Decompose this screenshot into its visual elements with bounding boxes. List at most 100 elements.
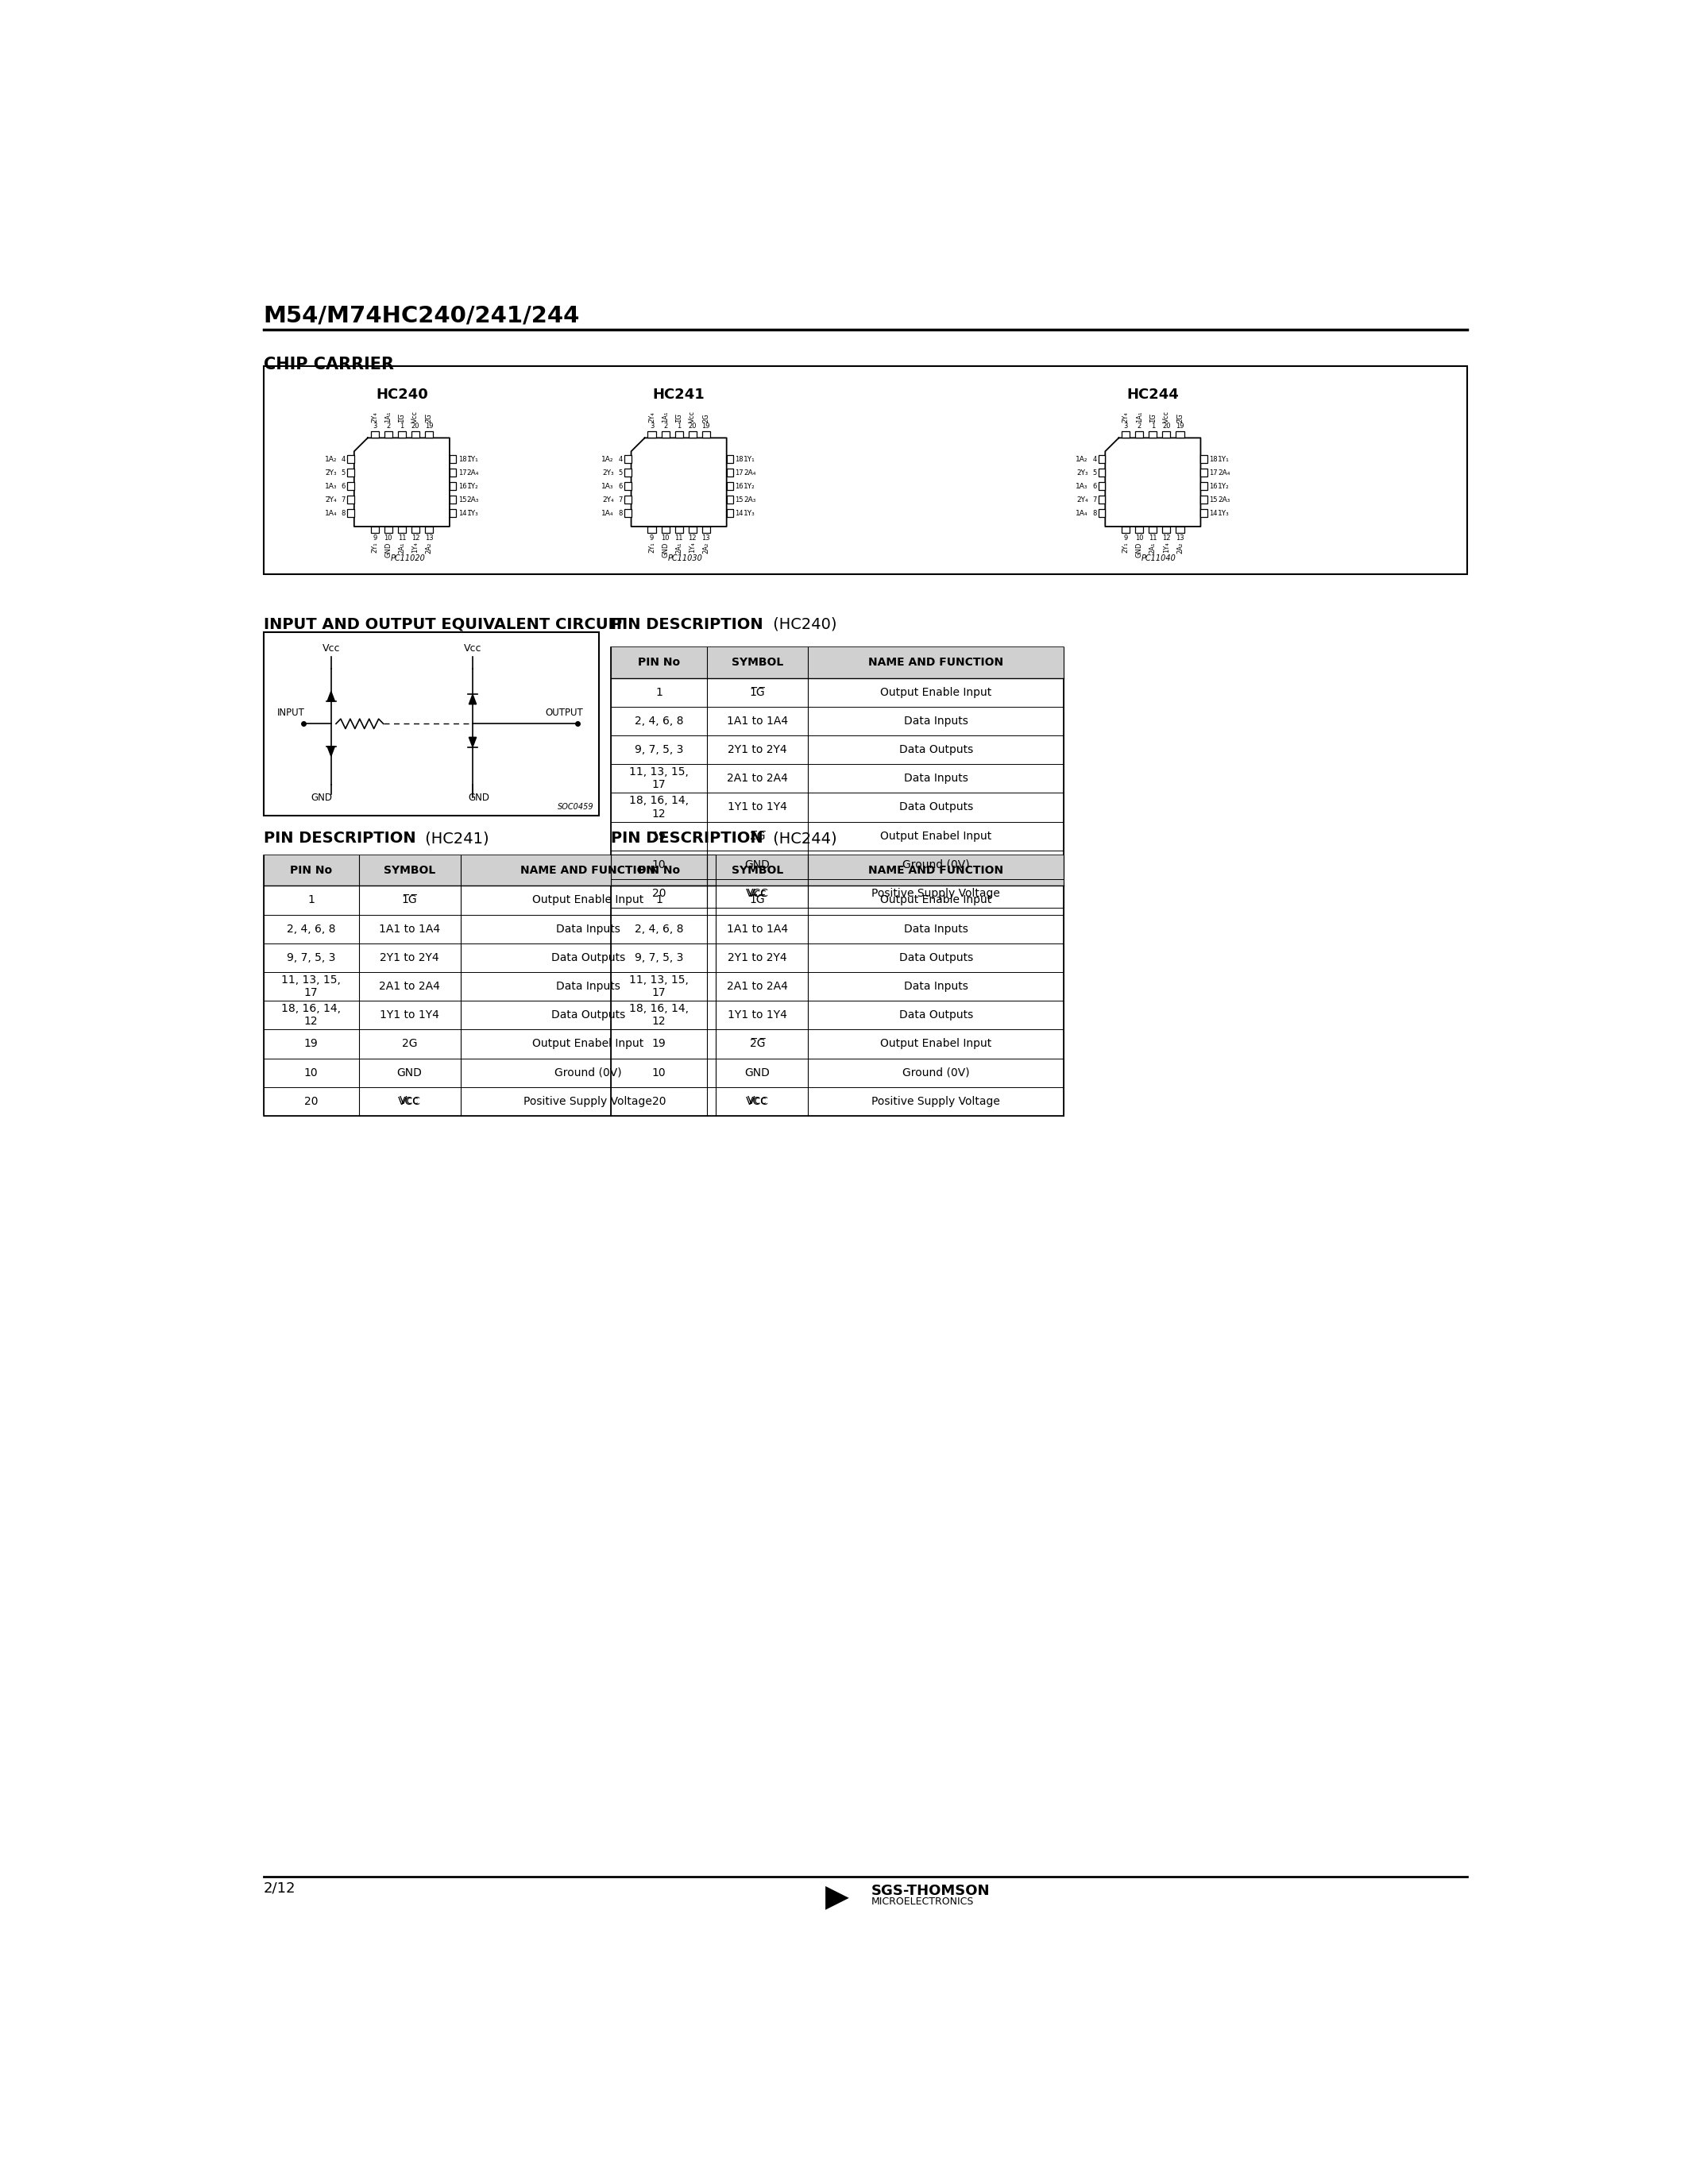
- Text: PIN No: PIN No: [290, 865, 333, 876]
- Text: SOC0459: SOC0459: [557, 804, 594, 810]
- Text: Vᴄᴄ: Vᴄᴄ: [400, 1096, 419, 1107]
- Text: 9, 7, 5, 3: 9, 7, 5, 3: [635, 952, 684, 963]
- Bar: [1200, 496, 1207, 505]
- Text: 1̅G̅: 1̅G̅: [1150, 413, 1156, 424]
- Bar: [662, 526, 670, 533]
- Bar: [1200, 509, 1207, 518]
- Text: HC244: HC244: [1128, 389, 1178, 402]
- Text: 1Y₄: 1Y₄: [689, 542, 695, 553]
- Text: PC11040: PC11040: [1141, 555, 1177, 563]
- Text: Data Inputs: Data Inputs: [903, 924, 967, 935]
- Bar: [1099, 470, 1106, 476]
- Text: 1: 1: [655, 686, 662, 699]
- Text: VCC: VCC: [746, 889, 770, 900]
- Text: GND: GND: [385, 542, 392, 557]
- Text: 2Y1 to 2Y4: 2Y1 to 2Y4: [728, 952, 787, 963]
- Text: Vᴄᴄ: Vᴄᴄ: [748, 1096, 766, 1107]
- Text: 7: 7: [341, 496, 346, 502]
- Text: 1A₂: 1A₂: [324, 456, 338, 463]
- Text: Output Enable Input: Output Enable Input: [879, 895, 991, 906]
- Polygon shape: [1106, 439, 1200, 526]
- Text: 2Y₄: 2Y₄: [648, 413, 655, 424]
- Text: 1A₃: 1A₃: [324, 483, 338, 489]
- Text: 2, 4, 6, 8: 2, 4, 6, 8: [635, 716, 684, 727]
- Text: 2Y₄: 2Y₄: [371, 413, 378, 424]
- Text: 2A₃: 2A₃: [1217, 496, 1231, 502]
- Text: GND: GND: [397, 1068, 422, 1079]
- Text: GND: GND: [662, 542, 668, 557]
- Text: 3: 3: [650, 424, 653, 430]
- Text: Output Enabel Input: Output Enabel Input: [879, 830, 991, 841]
- Text: 1A₁: 1A₁: [662, 411, 668, 424]
- Text: Data Outputs: Data Outputs: [898, 1009, 972, 1020]
- Text: 10: 10: [662, 535, 670, 542]
- Text: 1Y₄: 1Y₄: [412, 542, 419, 553]
- Text: 1Y₁: 1Y₁: [1217, 456, 1229, 463]
- Text: 1̅Y₁: 1̅Y₁: [468, 456, 478, 463]
- Text: 20: 20: [652, 889, 665, 900]
- Text: 2A1 to 2A4: 2A1 to 2A4: [380, 981, 441, 992]
- Bar: [348, 496, 354, 505]
- Text: 14: 14: [457, 509, 466, 518]
- Text: Ground (0V): Ground (0V): [554, 1068, 621, 1079]
- Text: 6: 6: [341, 483, 346, 489]
- Text: 2Y₃: 2Y₃: [603, 470, 614, 476]
- Text: 14: 14: [736, 509, 743, 518]
- Text: 1A₃: 1A₃: [1075, 483, 1089, 489]
- Text: Vᴄᴄ: Vᴄᴄ: [1163, 411, 1170, 424]
- Bar: [625, 496, 631, 505]
- Bar: [625, 454, 631, 463]
- Text: 11, 13, 15,
17: 11, 13, 15, 17: [282, 974, 341, 998]
- Text: 1̅G̅: 1̅G̅: [749, 686, 765, 699]
- Text: 17: 17: [736, 470, 744, 476]
- Bar: [726, 470, 733, 476]
- Text: GND: GND: [1136, 542, 1143, 557]
- Text: 19: 19: [304, 1037, 317, 1051]
- Text: 7: 7: [1092, 496, 1097, 502]
- Text: Positive Supply Voltage: Positive Supply Voltage: [871, 1096, 1001, 1107]
- Text: 1A1 to 1A4: 1A1 to 1A4: [728, 924, 788, 935]
- Text: 1A1 to 1A4: 1A1 to 1A4: [728, 716, 788, 727]
- Text: 20: 20: [304, 1096, 317, 1107]
- Text: 2Y₁: 2Y₁: [371, 542, 378, 553]
- Text: PIN No: PIN No: [638, 865, 680, 876]
- Text: 2Y1 to 2Y4: 2Y1 to 2Y4: [380, 952, 439, 963]
- Text: SYMBOL: SYMBOL: [383, 865, 436, 876]
- Text: SGS-THOMSON: SGS-THOMSON: [871, 1883, 989, 1898]
- Text: 1: 1: [400, 424, 403, 430]
- Bar: [263, 856, 716, 887]
- Text: 2A₃: 2A₃: [744, 496, 756, 502]
- Bar: [371, 430, 378, 439]
- Text: 1Y1 to 1Y4: 1Y1 to 1Y4: [380, 1009, 439, 1020]
- Text: 12: 12: [412, 535, 420, 542]
- Text: NAME AND FUNCTION: NAME AND FUNCTION: [868, 865, 1003, 876]
- Text: HC240: HC240: [376, 389, 429, 402]
- Text: Data Outputs: Data Outputs: [550, 952, 625, 963]
- Text: 20: 20: [1163, 424, 1170, 430]
- Text: Output Enabel Input: Output Enabel Input: [532, 1037, 643, 1051]
- Bar: [625, 483, 631, 489]
- Text: 12: 12: [1163, 535, 1170, 542]
- Text: 2̅Y₃: 2̅Y₃: [326, 470, 338, 476]
- Text: 9: 9: [1124, 535, 1128, 542]
- Bar: [371, 526, 378, 533]
- Bar: [726, 454, 733, 463]
- Text: 8: 8: [618, 509, 623, 518]
- Bar: [648, 430, 657, 439]
- Text: 5: 5: [341, 470, 346, 476]
- Text: 9, 7, 5, 3: 9, 7, 5, 3: [287, 952, 336, 963]
- Text: 17: 17: [1209, 470, 1217, 476]
- Text: 19: 19: [425, 424, 434, 430]
- Text: 2Y₄: 2Y₄: [603, 496, 614, 502]
- Text: 15: 15: [736, 496, 743, 502]
- Bar: [1177, 526, 1183, 533]
- Text: 2Y₄: 2Y₄: [1077, 496, 1089, 502]
- Text: 5: 5: [618, 470, 623, 476]
- Text: 2A₂: 2A₂: [425, 542, 432, 553]
- Bar: [385, 430, 392, 439]
- Bar: [726, 509, 733, 518]
- Bar: [1099, 496, 1106, 505]
- Text: 1Y₂: 1Y₂: [744, 483, 756, 489]
- Text: 1A₁: 1A₁: [385, 411, 392, 424]
- Text: GND: GND: [744, 858, 770, 869]
